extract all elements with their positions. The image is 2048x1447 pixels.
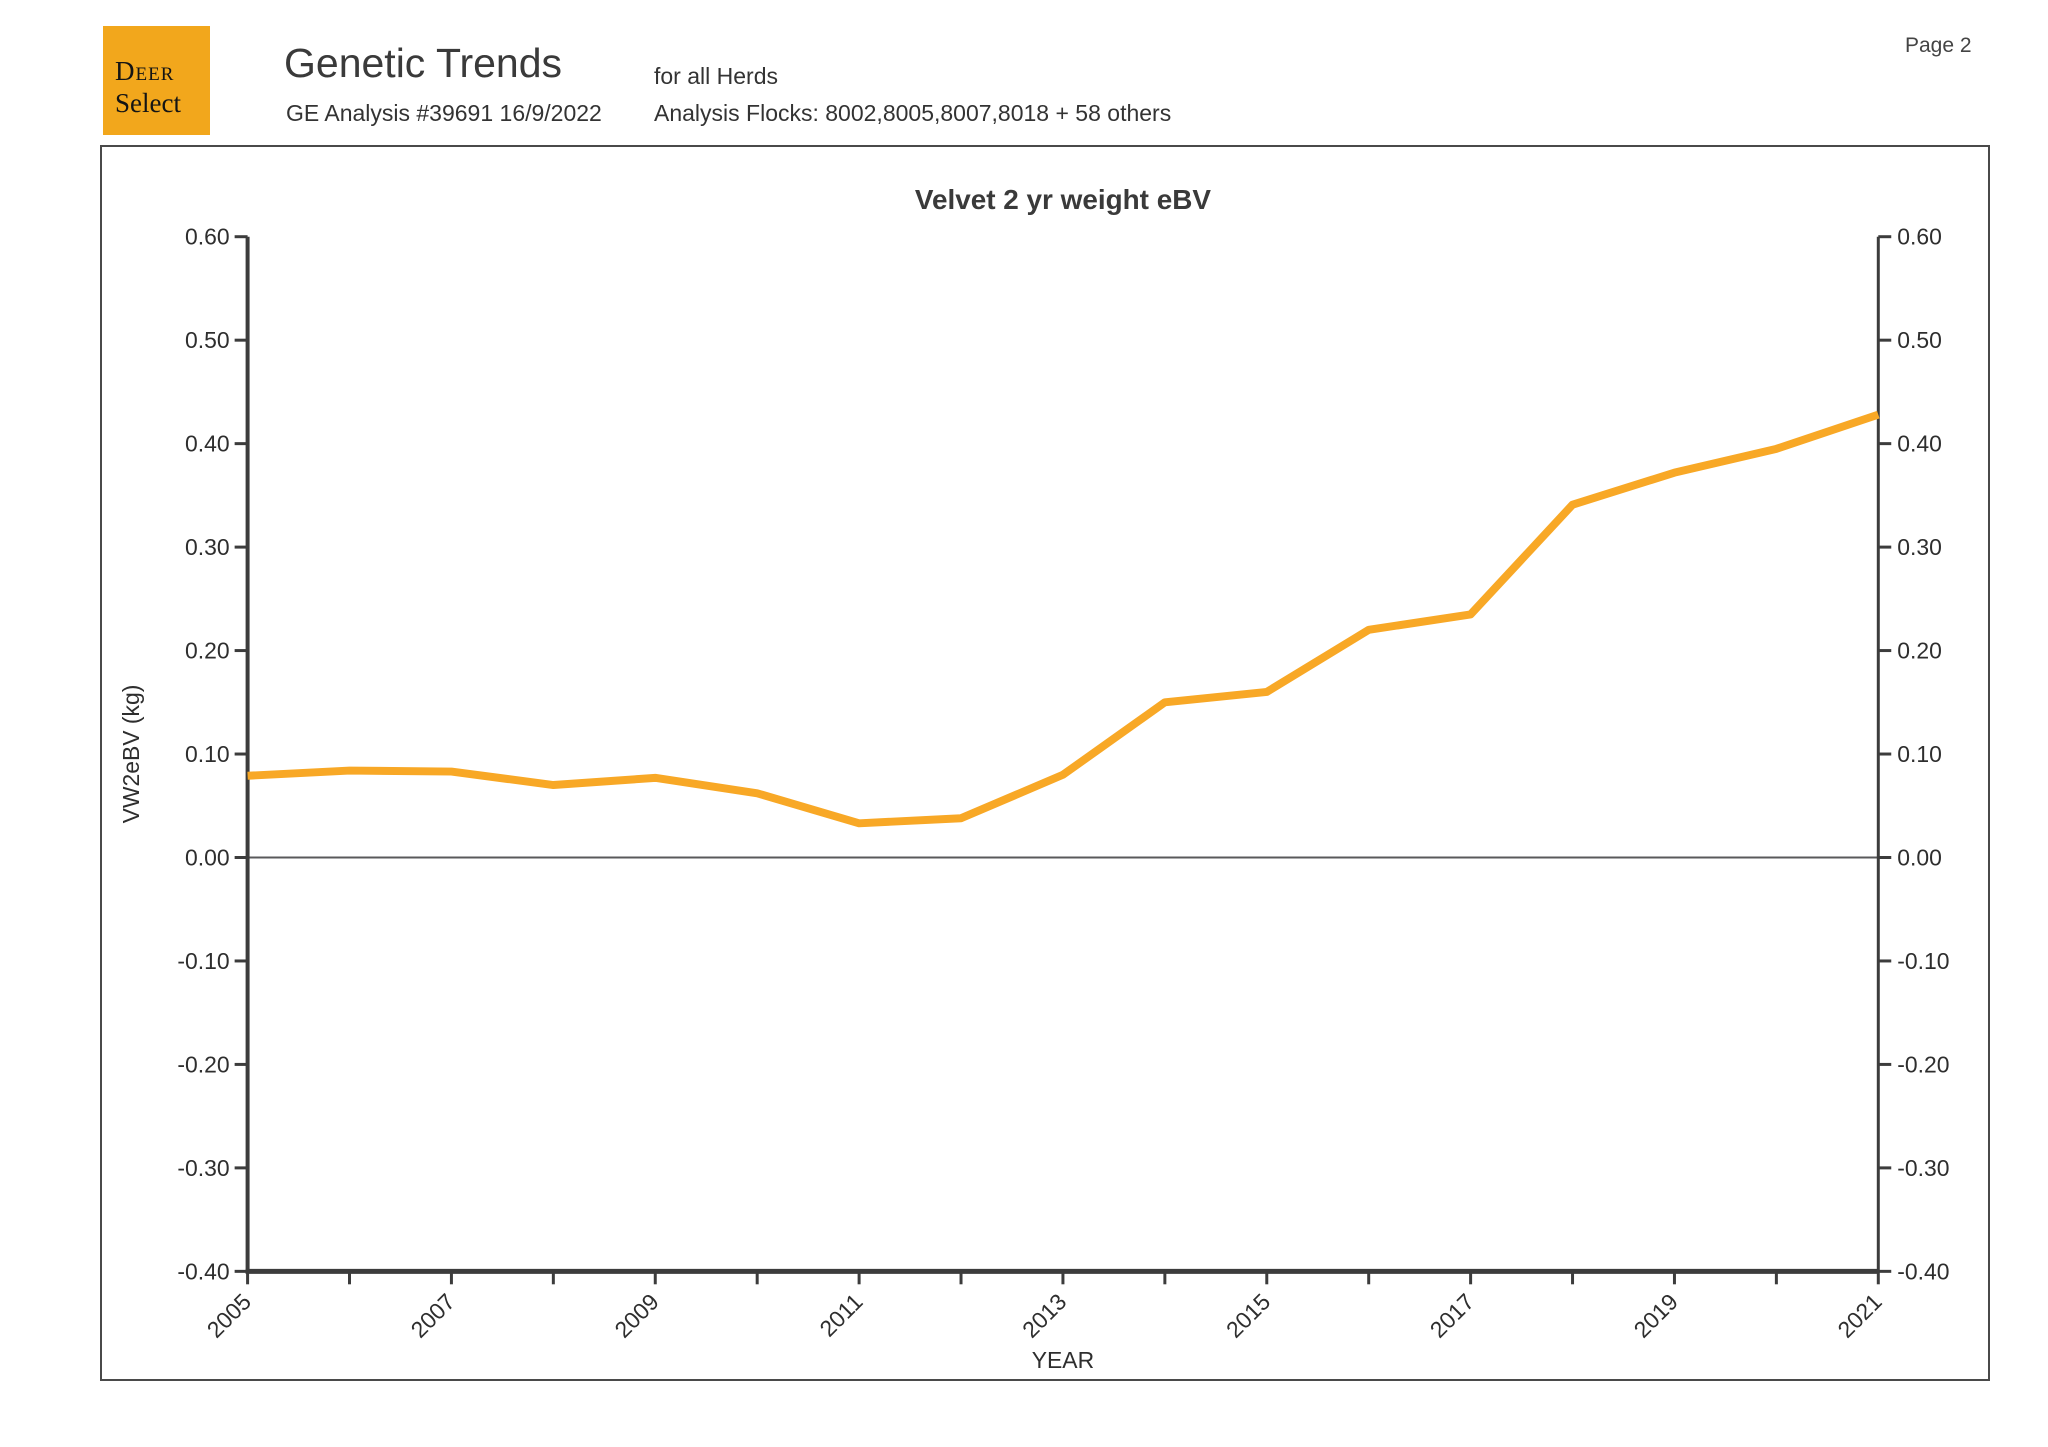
analysis-flocks: Analysis Flocks: 8002,8005,8007,8018 + 5… xyxy=(654,100,1172,126)
page-title: Genetic Trends xyxy=(284,40,563,86)
y-tick-label-left: 0.60 xyxy=(185,224,230,250)
x-axis-title: YEAR xyxy=(1032,1347,1094,1373)
y-tick-label-right: 0.20 xyxy=(1897,638,1942,664)
y-tick-label-left: 0.20 xyxy=(185,638,230,664)
analysis-info: GE Analysis #39691 16/9/2022 xyxy=(286,100,602,126)
chart-axes-and-line: -0.40 -0.40 -0.30 -0.30 -0.20 -0.20 -0.10 -0.10… xyxy=(177,224,1949,1343)
x-tick-label: 2005 xyxy=(202,1288,256,1342)
y-tick-label-left: 0.10 xyxy=(185,741,230,767)
x-tick-label: 2019 xyxy=(1629,1288,1683,1342)
y-tick-label-left: 0.00 xyxy=(185,845,230,871)
trend-chart-frame: -0.40 -0.40 -0.30 -0.30 -0.20 -0.20 -0.10 -0.10… xyxy=(100,145,1990,1381)
y-tick-label-right: -0.40 xyxy=(1897,1258,1949,1284)
deer-select-logo: Deer Select xyxy=(103,26,210,135)
herds-scope: for all Herds xyxy=(654,63,778,89)
y-tick-label-right: -0.20 xyxy=(1897,1051,1949,1077)
y-tick-label-right: 0.50 xyxy=(1897,327,1942,353)
x-tick-label: 2011 xyxy=(814,1288,867,1341)
y-tick-label-right: 0.10 xyxy=(1897,741,1942,767)
logo-text-deer: Deer xyxy=(115,56,175,86)
x-tick-label: 2009 xyxy=(609,1288,663,1342)
y-axis-title: VW2eBV (kg) xyxy=(118,685,144,824)
logo-text-select: Select xyxy=(115,88,181,118)
y-tick-label-left: -0.30 xyxy=(177,1155,229,1181)
x-tick-label: 2021 xyxy=(1832,1288,1886,1342)
x-tick-label: 2007 xyxy=(406,1288,460,1342)
x-tick-label: 2017 xyxy=(1425,1288,1479,1342)
y-tick-label-left: -0.20 xyxy=(177,1051,229,1077)
trend-chart: -0.40 -0.40 -0.30 -0.30 -0.20 -0.20 -0.10 -0.10… xyxy=(118,184,1950,1373)
y-tick-label-right: 0.60 xyxy=(1897,224,1942,250)
x-tick-label: 2013 xyxy=(1017,1288,1071,1342)
trend-line xyxy=(247,410,1880,828)
y-tick-label-left: 0.40 xyxy=(185,431,230,457)
y-tick-label-right: -0.10 xyxy=(1897,948,1949,974)
y-tick-label-left: 0.30 xyxy=(185,534,230,560)
y-tick-label-right: -0.30 xyxy=(1897,1155,1949,1181)
y-tick-label-left: 0.50 xyxy=(185,327,230,353)
y-tick-label-right: 0.00 xyxy=(1897,845,1942,871)
y-tick-label-right: 0.30 xyxy=(1897,534,1942,560)
y-tick-label-left: -0.40 xyxy=(177,1258,229,1284)
chart-title: Velvet 2 yr weight eBV xyxy=(915,184,1211,215)
y-tick-label-right: 0.40 xyxy=(1897,431,1942,457)
x-tick-label: 2015 xyxy=(1221,1288,1275,1342)
y-tick-label-left: -0.10 xyxy=(177,948,229,974)
page-number: Page 2 xyxy=(1905,34,1972,57)
